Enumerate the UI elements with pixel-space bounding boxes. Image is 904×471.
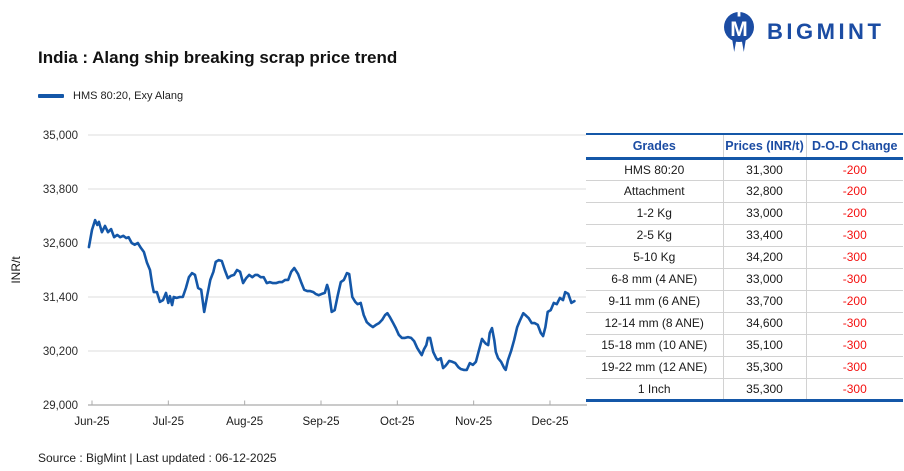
grade-cell: 1-2 Kg: [586, 201, 723, 224]
legend-label: HMS 80:20, Exy Alang: [73, 90, 184, 102]
table-row: 12-14 mm (8 ANE) 34,600 -300: [586, 311, 903, 334]
y-tick-label: 30,200: [43, 346, 78, 358]
chart-legend: HMS 80:20, Exy Alang: [38, 90, 183, 102]
column-header-1: Prices (INR/t): [722, 134, 806, 160]
grade-cell: 9-11 mm (6 ANE): [586, 289, 723, 312]
price-cell: 35,100: [722, 333, 806, 356]
table-row: Attachment 32,800 -200: [586, 179, 903, 202]
grades-price-table: Grades Prices (INR/t) D-O-D Change HMS 80:…: [586, 133, 903, 402]
price-cell: 33,000: [722, 267, 806, 290]
x-tick-label: Jun-25: [74, 416, 109, 428]
grade-cell: 19-22 mm (12 ANE): [586, 355, 723, 378]
x-tick-label: Sep-25: [302, 416, 339, 428]
price-cell: 33,000: [722, 201, 806, 224]
table-row: 1-2 Kg 33,000 -200: [586, 201, 903, 224]
change-cell: -300: [805, 311, 903, 334]
legend-line-swatch: [38, 94, 64, 98]
y-axis-title: INR/t: [9, 256, 23, 284]
logo-wordmark: BIGMINT: [767, 19, 885, 44]
price-cell: 35,300: [722, 355, 806, 378]
table-row: 19-22 mm (12 ANE) 35,300 -300: [586, 355, 903, 378]
price-cell: 32,800: [722, 179, 806, 202]
x-tick-label: Nov-25: [455, 416, 492, 428]
y-tick-label: 33,800: [43, 184, 78, 196]
x-tick-label: Aug-25: [226, 416, 263, 428]
change-cell: -200: [805, 158, 903, 180]
change-cell: -300: [805, 245, 903, 268]
grade-cell: 12-14 mm (8 ANE): [586, 311, 723, 334]
price-cell: 34,200: [722, 245, 806, 268]
price-cell: 31,300: [722, 158, 806, 180]
change-cell: -300: [805, 267, 903, 290]
table-header: Grades Prices (INR/t) D-O-D Change: [586, 134, 903, 160]
change-cell: -300: [805, 223, 903, 246]
price-cell: 35,300: [722, 377, 806, 400]
table-row: 15-18 mm (10 ANE) 35,100 -300: [586, 333, 903, 356]
column-header-0: Grades: [586, 134, 723, 160]
y-tick-label: 32,600: [43, 238, 78, 250]
price-cell: 33,700: [722, 289, 806, 312]
table-row: 1 Inch 35,300 -300: [586, 377, 903, 400]
grade-cell: 6-8 mm (4 ANE): [586, 267, 723, 290]
table-row: 9-11 mm (6 ANE) 33,700 -200: [586, 289, 903, 312]
table-row: 2-5 Kg 33,400 -300: [586, 223, 903, 246]
change-cell: -300: [805, 333, 903, 356]
price-series-line: [87, 218, 576, 372]
grade-cell: HMS 80:20: [624, 162, 685, 177]
svg-text:M: M: [730, 18, 748, 41]
table-row: 5-10 Kg 34,200 -300: [586, 245, 903, 268]
column-header-2: D-O-D Change: [805, 134, 903, 160]
grade-cell: 5-10 Kg: [586, 245, 723, 268]
bigmint-logo-icon: M: [724, 11, 754, 52]
price-cell: 33,400: [722, 223, 806, 246]
x-tick-label: Oct-25: [380, 416, 415, 428]
x-tick-label: Dec-25: [531, 416, 568, 428]
y-tick-label: 31,400: [43, 292, 78, 304]
change-cell: -200: [805, 289, 903, 312]
source-note: Source : BigMint | Last updated : 06-12-…: [38, 451, 277, 465]
price-cell: 34,600: [722, 311, 806, 334]
y-tick-label: 29,000: [43, 400, 78, 412]
change-cell: -200: [805, 179, 903, 202]
table-row: HMS 80:20 31,300 -200: [586, 158, 903, 180]
x-tick-label: Jul-25: [153, 416, 184, 428]
grade-cell: 2-5 Kg: [586, 223, 723, 246]
change-cell: -300: [805, 355, 903, 378]
change-cell: -200: [805, 201, 903, 224]
grade-cell: 1 Inch: [586, 377, 723, 400]
page-title: India : Alang ship breaking scrap price …: [38, 48, 398, 67]
change-cell: -300: [805, 377, 903, 400]
y-tick-label: 35,000: [43, 130, 78, 142]
grade-cell: Attachment: [586, 179, 723, 202]
grade-cell: 15-18 mm (10 ANE): [586, 333, 723, 356]
bigmint-logo: M BIGMINT: [720, 11, 884, 53]
table-row: 6-8 mm (4 ANE) 33,000 -300: [586, 267, 903, 290]
